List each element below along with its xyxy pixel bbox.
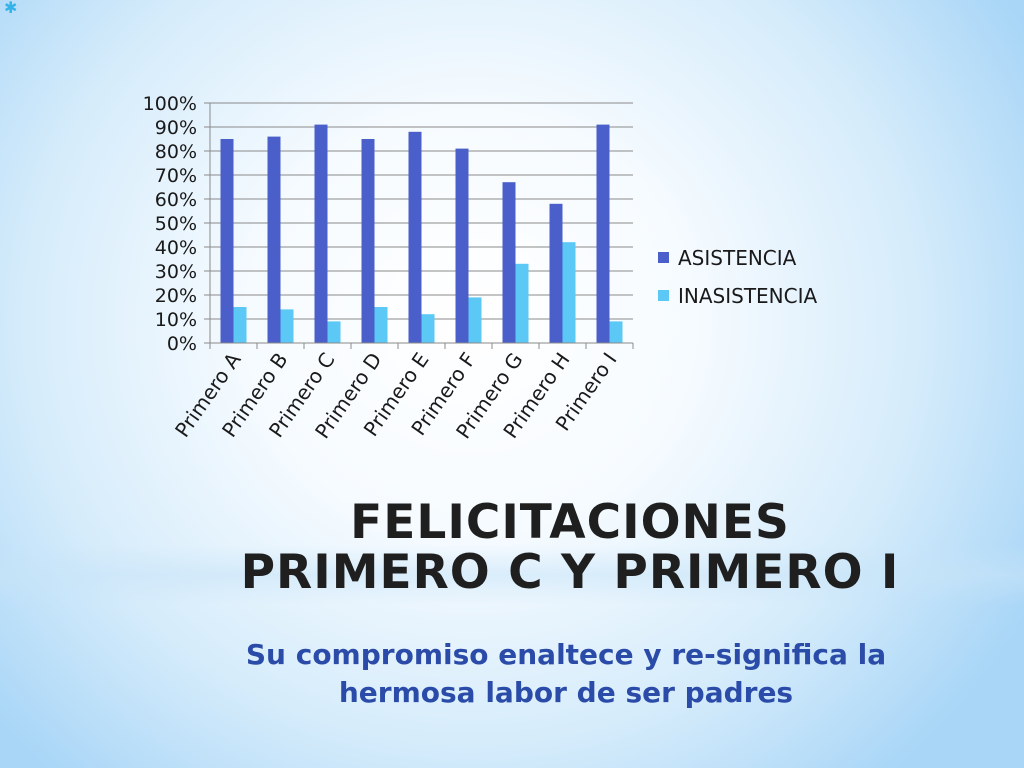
- y-axis: 0%10%20%30%40%50%60%70%80%90%100%: [143, 93, 211, 355]
- bar-asistencia: [596, 124, 610, 343]
- y-tick-label: 60%: [155, 189, 197, 211]
- bar-asistencia: [220, 139, 234, 343]
- bar-asistencia: [314, 124, 328, 343]
- bar-inasistencia: [515, 263, 529, 343]
- y-tick-label: 100%: [143, 93, 197, 115]
- bar-asistencia: [267, 136, 281, 343]
- y-tick-label: 50%: [155, 213, 197, 235]
- star-icon: ✱: [4, 0, 18, 17]
- attendance-chart: 0%10%20%30%40%50%60%70%80%90%100% Primer…: [143, 93, 818, 443]
- bars: [220, 124, 623, 343]
- legend-label: ASISTENCIA: [678, 246, 797, 270]
- legend-swatch: [658, 252, 669, 263]
- bar-asistencia: [455, 148, 469, 343]
- bar-inasistencia: [327, 321, 341, 343]
- bar-inasistencia: [609, 321, 623, 343]
- y-tick-label: 80%: [155, 141, 197, 163]
- bar-inasistencia: [562, 242, 576, 343]
- bar-asistencia: [549, 203, 563, 343]
- y-tick-label: 10%: [155, 309, 197, 331]
- slide-subtitle: Su compromiso enaltece y re-significa la…: [245, 638, 887, 709]
- legend-swatch: [658, 290, 669, 301]
- bar-inasistencia: [280, 309, 294, 343]
- slide-title: FELICITACIONES PRIMERO C Y PRIMERO I: [240, 495, 900, 600]
- y-tick-label: 90%: [155, 117, 197, 139]
- bar-inasistencia: [374, 307, 388, 343]
- legend: ASISTENCIA INASISTENCIA: [658, 246, 818, 308]
- y-tick-label: 20%: [155, 285, 197, 307]
- y-tick-label: 0%: [167, 333, 197, 355]
- bar-asistencia: [408, 131, 422, 343]
- y-tick-label: 70%: [155, 165, 197, 187]
- legend-label: INASISTENCIA: [678, 284, 818, 308]
- bar-inasistencia: [468, 297, 482, 343]
- y-tick-label: 40%: [155, 237, 197, 259]
- bar-inasistencia: [233, 307, 247, 343]
- bar-asistencia: [361, 139, 375, 343]
- y-tick-label: 30%: [155, 261, 197, 283]
- bar-inasistencia: [421, 314, 435, 343]
- bar-asistencia: [502, 182, 516, 343]
